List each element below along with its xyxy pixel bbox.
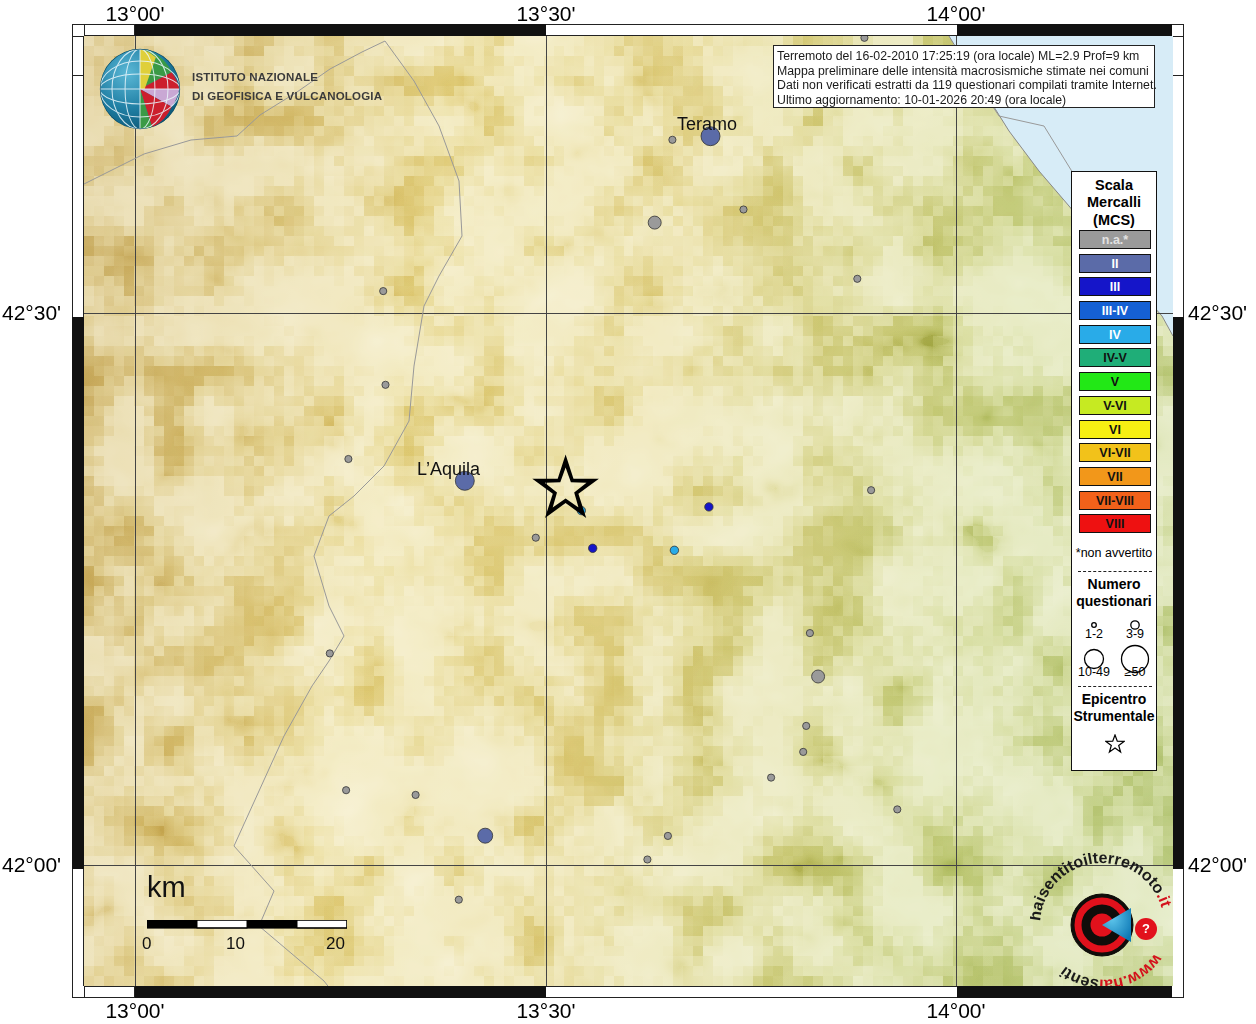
svg-text:10-49: 10-49 xyxy=(1078,665,1110,679)
svg-text:1-2: 1-2 xyxy=(1085,627,1103,641)
svg-text:≥50: ≥50 xyxy=(1125,665,1146,679)
svg-text:?: ? xyxy=(1142,921,1150,936)
svg-text:www.haisenti: www.haisenti xyxy=(1057,950,1167,986)
svg-text:3-9: 3-9 xyxy=(1126,627,1144,641)
